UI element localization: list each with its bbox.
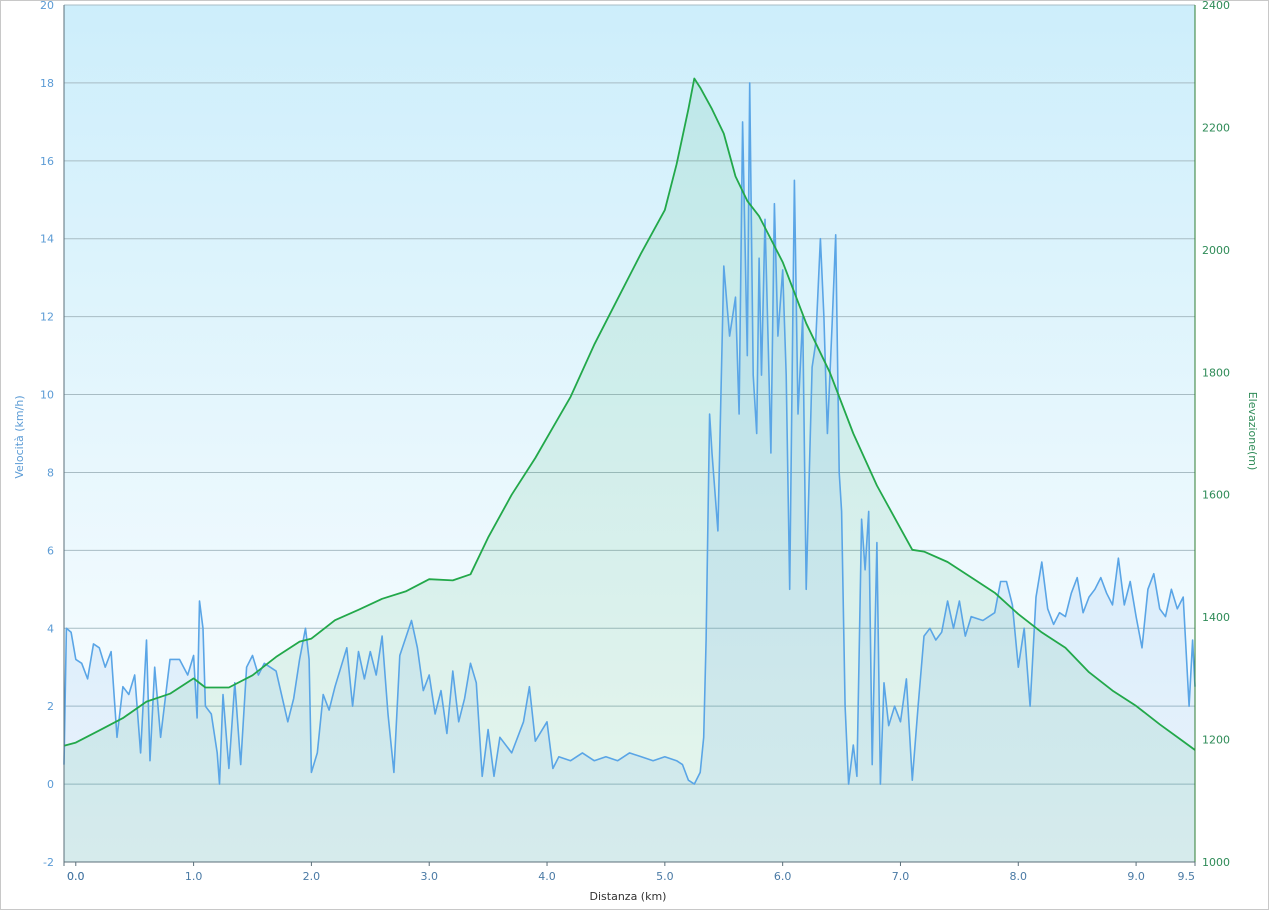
x-tick-label: 9.0 [1127, 870, 1145, 883]
y-left-tick-label: 12 [40, 311, 54, 324]
y-right-tick-label: 1600 [1202, 489, 1230, 502]
x-tick-label: 3.0 [420, 870, 438, 883]
x-axis-label: Distanza (km) [590, 890, 667, 903]
y-right-tick-label: 1800 [1202, 366, 1230, 379]
y-left-axis-label: Velocità (km/h) [13, 395, 26, 478]
elevation-area-fill [64, 78, 1195, 862]
plot-background [64, 5, 1195, 862]
y-right-tick-label: 2000 [1202, 244, 1230, 257]
y-left-tick-label: 4 [47, 622, 54, 635]
y-left-tick-label: 16 [40, 155, 54, 168]
x-tick-label: 2.0 [303, 870, 321, 883]
x-tick-label: 4.0 [538, 870, 556, 883]
y-right-tick-label: 2200 [1202, 121, 1230, 134]
x-tick-label: 1.0 [185, 870, 203, 883]
x-tick-label: 0.0 [67, 870, 85, 883]
y-left-tick-label: 2 [47, 700, 54, 713]
speed-area-fill [64, 82, 1195, 862]
speed-area [64, 82, 1195, 862]
y-right-tick-label: 2400 [1202, 1, 1230, 12]
x-tick-label: 7.0 [892, 870, 910, 883]
y-right-axis-label: Elevazione(m) [1246, 392, 1259, 471]
y-left-tick-label: 20 [40, 1, 54, 12]
tick-labels: -2 0 2 4 6 8 10 12 14 16 18 20 1000 1200 1400 1600 1800 2… [40, 0, 1230, 883]
x-tick-label: 8.0 [1010, 870, 1028, 883]
grid-lines [64, 4, 1195, 785]
y-left-tick-label: 10 [40, 389, 54, 402]
x-tick-label: 5.0 [656, 870, 674, 883]
elevation-area [64, 78, 1195, 862]
x-tick-label: 6.0 [774, 870, 792, 883]
axes [63, 5, 1196, 863]
y-left-tick-label: 14 [40, 233, 54, 246]
y-left-tick-label: 18 [40, 77, 54, 90]
y-right-tick-label: 1200 [1202, 734, 1230, 747]
y-left-tick-label: 0 [47, 778, 54, 791]
y-left-tick-label: 6 [47, 544, 54, 557]
speed-line [63, 82, 1196, 785]
x-tick-label: 0.0 [67, 870, 85, 883]
y-left-tick-label: -2 [43, 856, 54, 869]
y-right-tick-label: 1000 [1202, 856, 1230, 869]
x-tick-label: 9.5 [1178, 870, 1196, 883]
speed-line-layer [63, 82, 1196, 785]
y-right-tick-label: 1400 [1202, 611, 1230, 624]
y-left-tick-label: 8 [47, 466, 54, 479]
elevation-line [63, 77, 1196, 751]
elevation-line-layer [63, 77, 1196, 751]
